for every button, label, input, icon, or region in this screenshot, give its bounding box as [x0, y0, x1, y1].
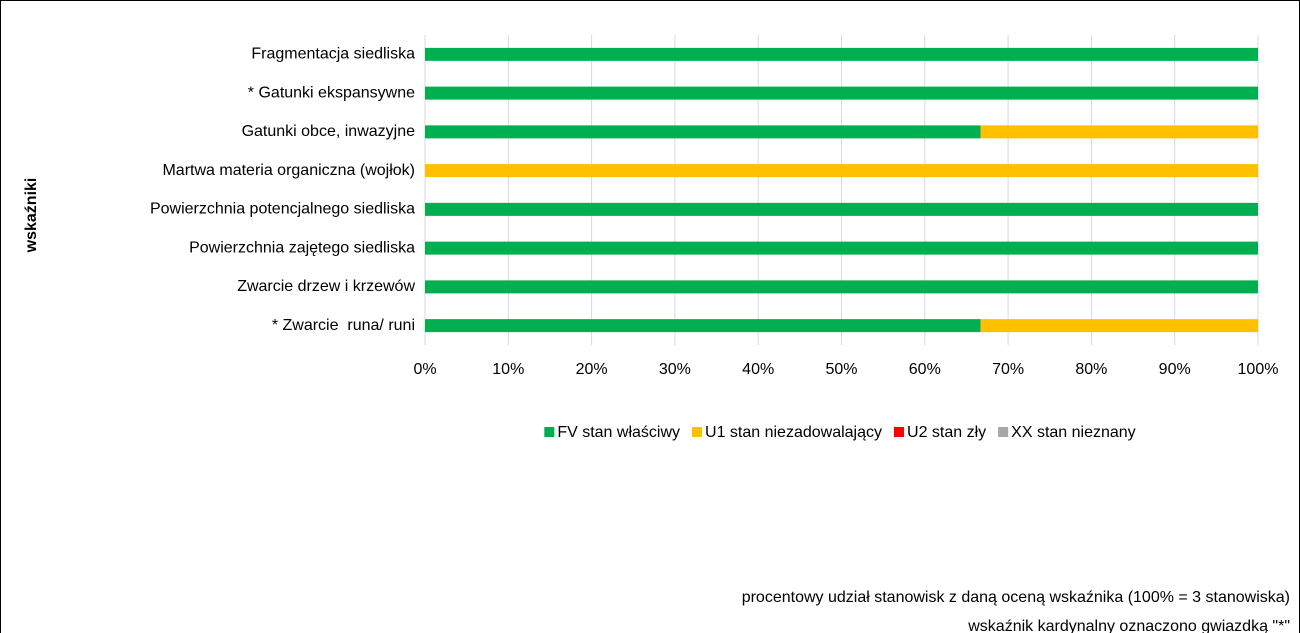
x-tick-label: 40%	[742, 361, 774, 378]
x-tick-label: 60%	[909, 361, 941, 378]
bar-segment	[980, 125, 1258, 139]
x-tick-label: 50%	[825, 361, 857, 378]
y-tick-label: Martwa materia organiczna (wojłok)	[162, 162, 415, 179]
bar-segment	[425, 47, 1258, 61]
bar-segment	[425, 280, 1258, 294]
x-tick-label: 0%	[413, 361, 436, 378]
bar-segment	[425, 125, 981, 139]
bar-segment	[425, 164, 1258, 178]
bar-segment	[980, 319, 1258, 333]
legend-label: FV stan właściwy	[557, 424, 680, 441]
x-tick-label: 20%	[576, 361, 608, 378]
y-tick-label: Fragmentacja siedliska	[251, 46, 415, 63]
y-tick-label: Zwarcie drzew i krzewów	[237, 278, 415, 295]
note: procentowy udział stanowisk z daną oceną…	[742, 589, 1290, 606]
x-tick-label: 30%	[659, 361, 691, 378]
legend-swatch	[544, 427, 555, 437]
bar-segment	[425, 241, 1258, 255]
y-tick-label: Gatunki obce, inwazyjne	[242, 123, 416, 140]
y-tick-label: Powierzchnia zajętego siedliska	[189, 239, 415, 256]
x-tick-label: 100%	[1238, 361, 1279, 378]
bar-segment	[425, 319, 981, 333]
y-tick-label: * Zwarcie runa/ runi	[272, 317, 415, 334]
legend-swatch	[692, 427, 703, 437]
x-tick-label: 90%	[1159, 361, 1191, 378]
bar-segment	[425, 202, 1258, 216]
legend-label: U2 stan zły	[907, 424, 986, 441]
y-tick-label: Powierzchnia potencjalnego siedliska	[150, 201, 415, 218]
bar-segment	[425, 86, 1258, 100]
legend-label: XX stan nieznany	[1011, 424, 1136, 441]
x-tick-label: 70%	[992, 361, 1024, 378]
note: wskaźnik kardynalny oznaczono gwiazdką "…	[967, 618, 1290, 633]
y-axis-label: wskaźniki	[23, 178, 40, 254]
y-tick-label: * Gatunki ekspansywne	[248, 84, 415, 101]
legend-label: U1 stan niezadowalający	[705, 424, 882, 441]
x-tick-label: 10%	[492, 361, 524, 378]
x-tick-label: 80%	[1075, 361, 1107, 378]
legend-swatch	[894, 427, 905, 437]
legend-swatch	[998, 427, 1009, 437]
